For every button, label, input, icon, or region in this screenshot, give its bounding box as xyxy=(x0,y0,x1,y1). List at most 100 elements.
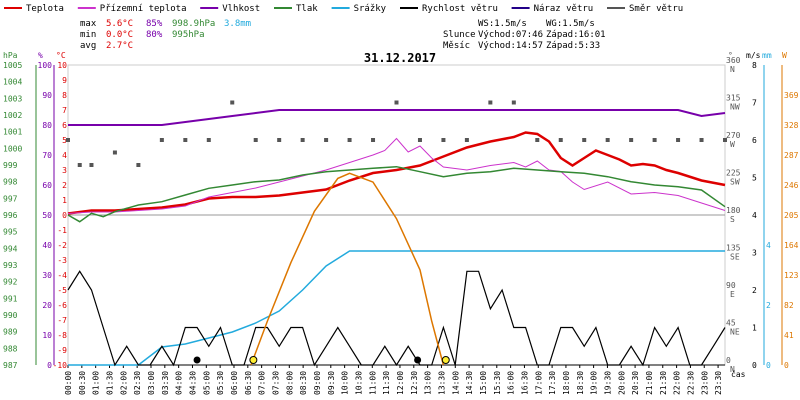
press-tick: 993 xyxy=(3,261,18,270)
solar-tick: 246 xyxy=(784,181,799,190)
stat-max-label: max xyxy=(80,19,97,29)
hum-tick: 70 xyxy=(42,151,52,160)
temp-tick: 0 xyxy=(62,211,67,220)
x-tick-label: 03:30 xyxy=(161,371,170,395)
series-press xyxy=(67,165,726,223)
press-tick: 989 xyxy=(3,328,18,337)
sunrise-icon xyxy=(249,356,258,364)
wind-tick: 8 xyxy=(752,61,757,70)
x-tick-label: 22:00 xyxy=(673,371,682,395)
x-tick-label: 09:00 xyxy=(313,371,322,395)
temp-tick: 5 xyxy=(62,136,67,145)
x-tick-label: 23:30 xyxy=(714,371,723,395)
x-tick-label: 15:30 xyxy=(493,371,502,395)
series-ground xyxy=(67,137,726,214)
press-tick: 1000 xyxy=(3,144,22,153)
rain-tick: 0 xyxy=(766,361,771,370)
dir-tick: 225 xyxy=(726,169,741,178)
hum-tick: 30 xyxy=(42,271,52,280)
x-tick-label: 19:30 xyxy=(603,371,612,395)
x-tick-label: 15:00 xyxy=(479,371,488,395)
sun-rise: Východ:07:46 xyxy=(478,30,543,40)
hum-tick: 60 xyxy=(42,181,52,190)
press-tick: 998 xyxy=(3,178,18,187)
legend-label-6: Náraz větru xyxy=(534,4,594,14)
solar-tick: 287 xyxy=(784,151,799,160)
unit-hum: % xyxy=(38,51,43,60)
wind-ws: WS:1.5m/s xyxy=(478,19,527,29)
wind-dir-dot xyxy=(535,138,540,142)
wind-dir-dot xyxy=(488,100,493,105)
series-wind xyxy=(67,270,726,367)
moon-rise: Východ:14:57 xyxy=(478,41,543,51)
axes: hPa% °C ° m/s mm W987988989990991992993994995… xyxy=(3,51,799,395)
dir-tick: 90 xyxy=(726,281,736,290)
solar-tick: 123 xyxy=(784,271,799,280)
dir-tick: 0 xyxy=(726,356,731,365)
press-tick: 991 xyxy=(3,294,18,303)
temp-tick: 6 xyxy=(62,121,67,130)
x-tick-label: 16:00 xyxy=(507,371,516,395)
wind-tick: 7 xyxy=(752,99,757,108)
temp-tick: -6 xyxy=(57,301,67,310)
x-tick-label: 14:30 xyxy=(465,371,474,395)
temp-tick: 10 xyxy=(57,61,67,70)
dir-compass: N xyxy=(730,65,735,74)
wind-dir-dot xyxy=(206,138,211,142)
series-solar xyxy=(250,172,445,366)
hum-tick: 90 xyxy=(42,91,52,100)
moon-set: Západ:5:33 xyxy=(546,41,600,51)
wind-tick: 6 xyxy=(752,136,757,145)
wind-dir-dot xyxy=(136,163,141,167)
wind-tick: 0 xyxy=(752,361,757,370)
stat-max-hum: 85% xyxy=(146,19,163,29)
temp-tick: -9 xyxy=(57,346,67,355)
x-tick-label: 18:30 xyxy=(576,371,585,395)
x-tick-label: 20:00 xyxy=(617,371,626,395)
chart-title: 31.12.2017 xyxy=(364,51,436,65)
stat-min-hum: 80% xyxy=(146,30,163,40)
dir-compass: S xyxy=(730,215,735,224)
wind-dir-dot xyxy=(77,163,82,167)
wind-dir-dot xyxy=(605,138,610,142)
wind-dir-dot xyxy=(66,138,70,142)
x-tick-label: 21:30 xyxy=(659,371,668,395)
wind-dir-dot xyxy=(277,138,282,142)
x-tick-label: 18:00 xyxy=(562,371,571,395)
stat-min-press: 995hPa xyxy=(172,30,205,40)
x-tick-label: 20:30 xyxy=(631,371,640,395)
unit-dir: ° xyxy=(728,51,733,60)
x-tick-label: 09:30 xyxy=(327,371,336,395)
legend-label-1: Přízemní teplota xyxy=(100,4,187,14)
temp-tick: -7 xyxy=(57,316,67,325)
stat-min-temp: 0.0°C xyxy=(106,30,133,40)
dir-tick: 135 xyxy=(726,244,741,253)
x-tick-label: 01:30 xyxy=(105,371,114,395)
dir-compass: E xyxy=(730,290,735,299)
wind-dir-dot xyxy=(629,138,634,142)
legend-label-4: Srážky xyxy=(354,4,387,14)
x-tick-label: 00:30 xyxy=(78,371,87,395)
x-tick-label: 13:00 xyxy=(424,371,433,395)
x-tick-label: 01:00 xyxy=(92,371,101,395)
x-tick-label: 04:30 xyxy=(188,371,197,395)
x-tick-label: 11:00 xyxy=(368,371,377,395)
x-tick-label: 08:30 xyxy=(299,371,308,395)
wind-dir-dot xyxy=(230,100,235,105)
press-tick: 1002 xyxy=(3,111,22,120)
x-tick-label: 06:00 xyxy=(230,371,239,395)
x-tick-label: 16:30 xyxy=(520,371,529,395)
sun-label: Slunce xyxy=(443,30,476,40)
x-tick-label: 02:30 xyxy=(133,371,142,395)
rain-tick: 4 xyxy=(766,241,771,250)
wind-tick: 3 xyxy=(752,249,757,258)
series-hum xyxy=(68,109,726,126)
hum-tick: 0 xyxy=(47,361,52,370)
legend-label-2: Vlhkost xyxy=(222,4,260,14)
press-tick: 990 xyxy=(3,311,18,320)
wind-tick: 2 xyxy=(752,286,757,295)
x-tick-label: 17:30 xyxy=(548,371,557,395)
moonrise-icon xyxy=(414,356,422,364)
sun-set: Západ:16:01 xyxy=(546,30,606,40)
x-tick-label: 07:30 xyxy=(271,371,280,395)
